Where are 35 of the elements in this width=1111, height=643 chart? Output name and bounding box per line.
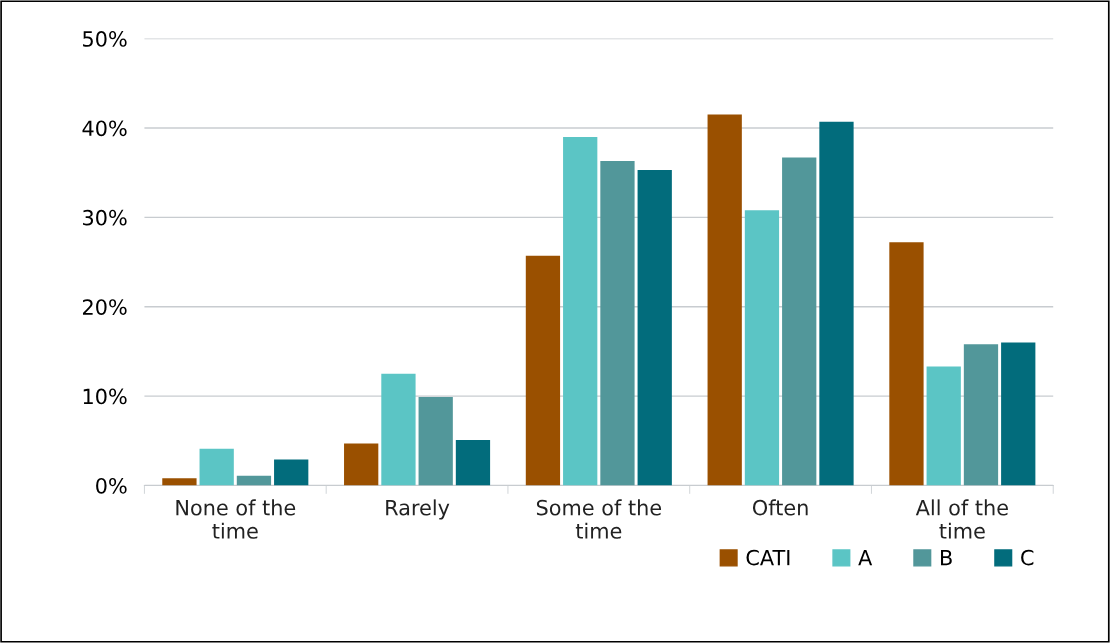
bar — [236, 475, 272, 486]
bar — [744, 210, 780, 486]
y-tick-label: 40% — [82, 120, 127, 137]
bar — [525, 255, 561, 486]
bar — [637, 169, 672, 486]
x-tick-label: Rarely — [386, 499, 450, 520]
x-tick-label: Often — [752, 499, 808, 516]
y-tick-label: 0% — [96, 477, 127, 494]
legend-label: A — [858, 549, 873, 566]
x-tick-label: Some of the time — [536, 499, 662, 539]
bar — [162, 478, 197, 486]
bar — [1001, 342, 1036, 486]
x-tick-label: All of the time — [915, 499, 1008, 539]
bar — [782, 157, 817, 486]
bar — [199, 448, 234, 486]
bar — [600, 161, 635, 486]
bar — [707, 114, 742, 486]
y-tick-label: 50% — [83, 31, 127, 47]
y-tick-label: 30% — [83, 209, 127, 226]
legend-label: B — [941, 549, 952, 566]
bar — [926, 366, 961, 486]
bar — [563, 136, 598, 486]
bar — [819, 121, 854, 486]
bar — [455, 439, 491, 486]
y-tick-label: 10% — [83, 388, 127, 405]
x-tick-label: None of the time — [176, 499, 296, 539]
bar — [344, 443, 379, 486]
bar — [889, 242, 924, 486]
bar — [274, 459, 309, 486]
bar — [418, 396, 453, 486]
bar — [381, 373, 416, 486]
bar — [963, 344, 999, 486]
legend-label: C — [1021, 549, 1034, 566]
y-tick-label: 20% — [82, 299, 127, 315]
legend-label: CATI — [746, 549, 790, 566]
